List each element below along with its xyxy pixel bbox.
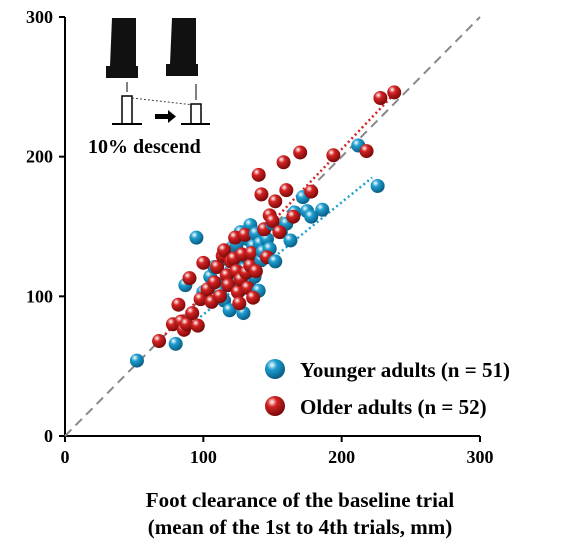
x-tick-label-100: 100	[190, 447, 217, 467]
legend-label-younger: Younger adults (n = 51)	[300, 358, 510, 382]
x-tick-label-200: 200	[328, 447, 355, 467]
legend-marker-younger	[265, 359, 285, 379]
data-point-series-1	[171, 297, 186, 312]
y-tick-label-200: 200	[26, 147, 53, 167]
data-point-series-1	[185, 306, 200, 321]
data-point-series-1	[326, 148, 341, 163]
legend-item-older: Older adults (n = 52)	[265, 395, 487, 419]
data-point-series-1	[387, 85, 402, 100]
data-point-series-1	[272, 225, 287, 240]
legend: Younger adults (n = 51) Older adults (n …	[265, 358, 510, 419]
data-point-series-1	[276, 155, 291, 170]
data-point-series-1	[268, 194, 283, 209]
data-point-series-0	[222, 303, 237, 318]
legend-label-older: Older adults (n = 52)	[300, 395, 487, 419]
right-foot-icon	[166, 18, 198, 76]
data-point-series-1	[152, 334, 167, 349]
data-point-series-1	[265, 213, 280, 228]
x-axis-title-line2: (mean of the 1st to 4th trials, mm)	[148, 515, 452, 539]
data-point-series-1	[232, 296, 247, 311]
legend-marker-older	[265, 396, 285, 416]
data-point-series-0	[129, 353, 144, 368]
data-point-series-0	[304, 209, 319, 224]
data-point-series-1	[210, 260, 225, 275]
y-tick-label-100: 100	[26, 286, 53, 306]
x-tick-label-0: 0	[61, 447, 70, 467]
data-point-series-1	[217, 243, 232, 258]
data-point-series-0	[168, 336, 183, 351]
right-arrow-icon	[155, 110, 176, 123]
x-tick-label-300: 300	[467, 447, 494, 467]
data-point-series-0	[315, 202, 330, 217]
data-point-series-1	[182, 271, 197, 286]
y-tick-label-300: 300	[26, 7, 53, 27]
data-point-series-1	[286, 209, 301, 224]
data-point-series-1	[293, 145, 308, 160]
data-point-series-1	[359, 144, 374, 159]
data-point-series-1	[251, 167, 266, 182]
data-point-series-1	[373, 91, 388, 106]
step-diagram	[112, 82, 210, 125]
data-point-series-1	[207, 275, 222, 290]
data-point-series-1	[221, 278, 236, 293]
data-point-series-0	[370, 178, 385, 193]
x-axis-title-line1: Foot clearance of the baseline trial	[146, 488, 455, 512]
data-point-series-1	[193, 292, 208, 307]
data-point-series-0	[189, 230, 204, 245]
data-point-series-1	[212, 289, 227, 304]
inset-label: 10% descend	[88, 136, 201, 158]
data-point-series-1	[196, 255, 211, 270]
data-point-series-0	[283, 233, 298, 248]
inset-illustration: 10% descend	[88, 18, 210, 158]
data-point-series-1	[244, 246, 259, 261]
data-point-series-1	[254, 187, 269, 202]
legend-item-younger: Younger adults (n = 51)	[265, 358, 510, 382]
left-foot-icon	[106, 18, 138, 78]
data-point-series-1	[248, 264, 263, 279]
data-point-series-1	[246, 290, 261, 305]
data-point-series-1	[279, 183, 294, 198]
data-point-series-0	[268, 254, 283, 269]
data-point-series-1	[179, 317, 194, 332]
data-point-series-1	[237, 227, 252, 242]
data-point-series-1	[190, 318, 205, 333]
y-tick-label-0: 0	[44, 426, 53, 446]
data-point-series-1	[304, 184, 319, 199]
